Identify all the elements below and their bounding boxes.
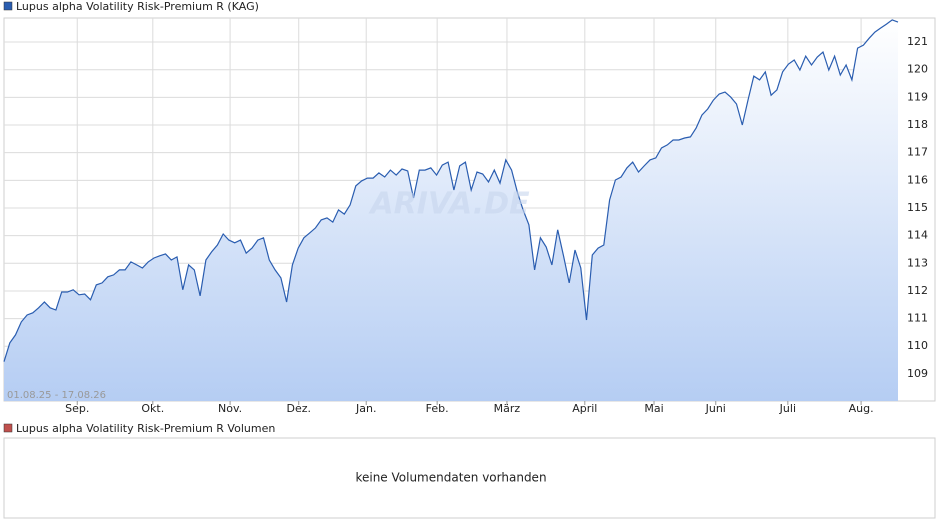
x-tick-label: Mai (644, 402, 663, 415)
x-tick-label: März (494, 402, 521, 415)
x-tick-label: Juli (779, 402, 796, 415)
y-tick-label: 117 (907, 146, 928, 159)
no-data-message: keine Volumendaten vorhanden (355, 471, 546, 485)
y-tick-label: 111 (907, 312, 928, 325)
y-tick-label: 112 (907, 284, 928, 297)
x-tick-label: April (572, 402, 597, 415)
y-tick-label: 115 (907, 201, 928, 214)
line (3, 19, 899, 362)
plot (3, 19, 899, 402)
y-tick-label: 116 (907, 173, 928, 186)
legend-label: Lupus alpha Volatility Risk-Premium R Vo… (16, 422, 275, 435)
x-tick-label: Juni (705, 402, 726, 415)
y-tick-label: 121 (907, 35, 928, 48)
y-tick-label: 118 (907, 118, 928, 131)
y-tick-label: 114 (907, 229, 928, 242)
date-range: 01.08.25 - 17.08.26 (7, 390, 106, 401)
x-tick-label: Jan. (355, 402, 376, 415)
x-tick-label: Nov. (218, 402, 242, 415)
y-tick-label: 113 (907, 256, 928, 269)
legend-swatch (3, 423, 13, 433)
y-tick-label: 109 (907, 367, 928, 380)
x-tick-label: Dez. (286, 402, 311, 415)
y-tick-label: 120 (907, 63, 928, 76)
volume-panel-frame (3, 437, 936, 519)
y-tick-label: 119 (907, 90, 928, 103)
x-tick-label: Feb. (426, 402, 449, 415)
x-tick-label: Aug. (849, 402, 874, 415)
labels: 109 110 111 112 113 114 115 116 117 118 119 120 121 S… (3, 0, 928, 485)
x-tick-label: Okt. (141, 402, 164, 415)
x-tick-label: Sep. (65, 402, 89, 415)
watermark: ARIVA.DE (368, 187, 530, 222)
legend-swatch (3, 1, 13, 11)
y-tick-label: 110 (907, 339, 928, 352)
legend-label: Lupus alpha Volatility Risk-Premium R (K… (16, 0, 259, 13)
area (4, 19, 898, 402)
